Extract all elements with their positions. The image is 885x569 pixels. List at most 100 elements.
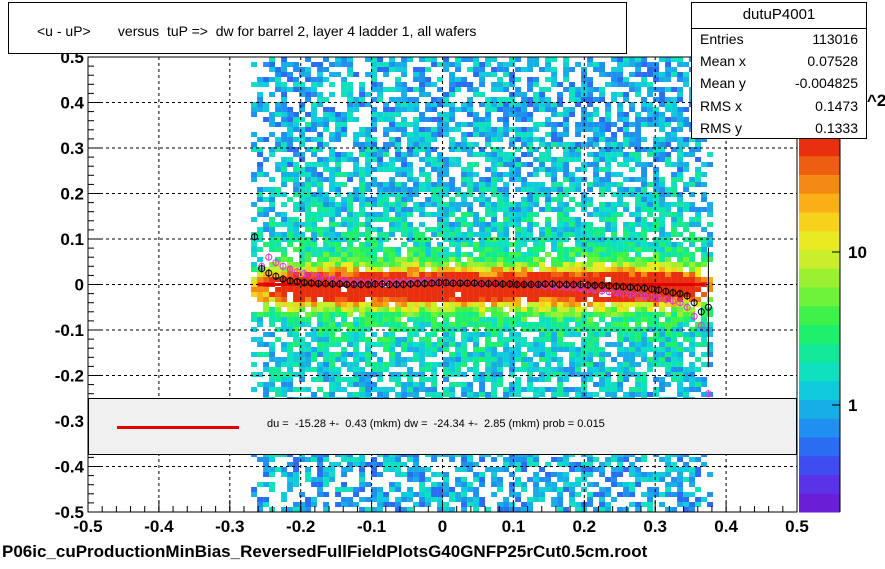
heatmap-cell xyxy=(599,212,606,217)
heatmap-cell xyxy=(515,482,522,487)
heatmap-cell xyxy=(503,237,510,242)
heatmap-cell xyxy=(671,177,678,182)
heatmap-cell xyxy=(671,147,678,152)
heatmap-cell xyxy=(257,257,264,262)
heatmap-cell xyxy=(527,237,534,242)
heatmap-cell xyxy=(605,322,612,327)
heatmap-cell xyxy=(449,82,456,87)
heatmap-cell xyxy=(533,472,540,477)
heatmap-cell xyxy=(407,172,414,177)
heatmap-cell xyxy=(323,127,330,132)
heatmap-cell xyxy=(359,222,366,227)
heatmap-cell xyxy=(683,492,690,497)
heatmap-cell xyxy=(431,377,438,382)
heatmap-cell xyxy=(449,487,456,492)
heatmap-cell xyxy=(485,237,492,242)
heatmap-cell xyxy=(383,297,390,302)
heatmap-cell xyxy=(329,152,336,157)
heatmap-cell xyxy=(275,247,282,252)
heatmap-cell xyxy=(425,77,432,82)
heatmap-cell xyxy=(563,252,570,257)
heatmap-cell xyxy=(491,392,498,397)
heatmap-cell xyxy=(365,132,372,137)
heatmap-cell xyxy=(515,357,522,362)
heatmap-cell xyxy=(689,152,696,157)
heatmap-cell xyxy=(509,307,516,312)
heatmap-cell xyxy=(533,292,540,297)
heatmap-cell xyxy=(461,177,468,182)
heatmap-cell xyxy=(515,187,522,192)
heatmap-cell xyxy=(623,392,630,397)
heatmap-cell xyxy=(653,477,660,482)
heatmap-cell xyxy=(407,192,414,197)
heatmap-cell xyxy=(701,237,708,242)
heatmap-cell xyxy=(551,102,558,107)
heatmap-cell xyxy=(443,212,450,217)
heatmap-cell xyxy=(497,337,504,342)
heatmap-cell xyxy=(311,337,318,342)
heatmap-cell xyxy=(497,192,504,197)
heatmap-cell xyxy=(473,187,480,192)
heatmap-cell xyxy=(653,362,660,367)
heatmap-cell xyxy=(689,242,696,247)
heatmap-cell xyxy=(311,172,318,177)
heatmap-cell xyxy=(413,192,420,197)
heatmap-cell xyxy=(491,147,498,152)
heatmap-cell xyxy=(581,377,588,382)
heatmap-cell xyxy=(431,162,438,167)
heatmap-cell xyxy=(521,262,528,267)
heatmap-cell xyxy=(401,207,408,212)
heatmap-cell xyxy=(665,242,672,247)
heatmap-cell xyxy=(329,352,336,357)
heatmap-cell xyxy=(605,477,612,482)
heatmap-cell xyxy=(323,107,330,112)
heatmap-cell xyxy=(347,467,354,472)
heatmap-cell xyxy=(443,227,450,232)
heatmap-cell xyxy=(341,202,348,207)
heatmap-cell xyxy=(407,292,414,297)
heatmap-cell xyxy=(377,292,384,297)
heatmap-cell xyxy=(551,312,558,317)
heatmap-cell xyxy=(593,372,600,377)
heatmap-cell xyxy=(359,257,366,262)
heatmap-cell xyxy=(371,197,378,202)
heatmap-cell xyxy=(293,207,300,212)
heatmap-cell xyxy=(497,187,504,192)
heatmap-cell xyxy=(605,332,612,337)
heatmap-cell xyxy=(419,482,426,487)
heatmap-cell xyxy=(275,82,282,87)
heatmap-cell xyxy=(437,257,444,262)
heatmap-cell xyxy=(311,127,318,132)
heatmap-cell xyxy=(455,357,462,362)
heatmap-cell xyxy=(611,497,618,502)
heatmap-cell xyxy=(671,102,678,107)
heatmap-cell xyxy=(275,377,282,382)
heatmap-cell xyxy=(653,222,660,227)
heatmap-cell xyxy=(707,342,714,347)
heatmap-cell xyxy=(539,227,546,232)
heatmap-cell xyxy=(413,462,420,467)
heatmap-cell xyxy=(359,302,366,307)
heatmap-cell xyxy=(665,107,672,112)
heatmap-cell xyxy=(635,472,642,477)
heatmap-cell xyxy=(365,507,372,512)
heatmap-cell xyxy=(509,217,516,222)
heatmap-cell xyxy=(299,142,306,147)
heatmap-cell xyxy=(659,192,666,197)
heatmap-cell xyxy=(473,287,480,292)
heatmap-cell xyxy=(569,177,576,182)
heatmap-cell xyxy=(659,232,666,237)
heatmap-cell xyxy=(491,237,498,242)
heatmap-cell xyxy=(485,157,492,162)
heatmap-cell xyxy=(533,342,540,347)
heatmap-cell xyxy=(275,137,282,142)
heatmap-cell xyxy=(299,257,306,262)
heatmap-cell xyxy=(485,287,492,292)
heatmap-cell xyxy=(455,247,462,252)
heatmap-cell xyxy=(377,227,384,232)
heatmap-cell xyxy=(269,177,276,182)
heatmap-cell xyxy=(347,62,354,67)
heatmap-cell xyxy=(533,122,540,127)
heatmap-cell xyxy=(317,162,324,167)
heatmap-cell xyxy=(605,207,612,212)
